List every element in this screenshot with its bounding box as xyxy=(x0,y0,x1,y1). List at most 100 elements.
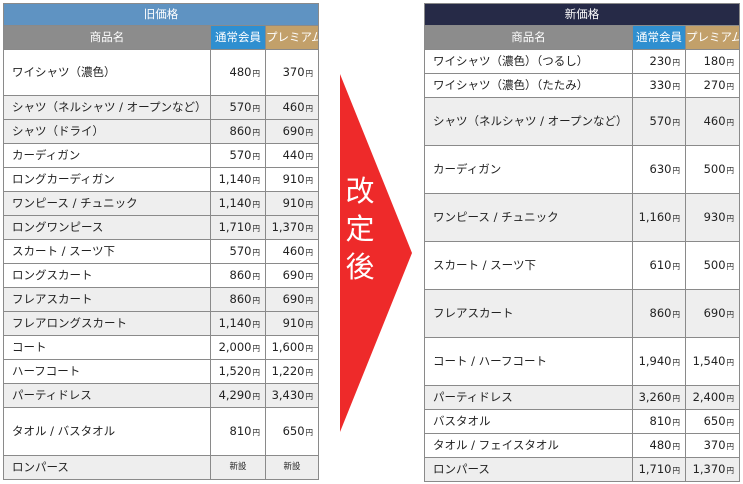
new-row: シャツ（ネルシャツ / オープンなど） 570円 460円 xyxy=(424,97,741,146)
new-row: パーティドレス 3,260円 2,400円 xyxy=(424,385,741,410)
new-item-name: フレアスカート xyxy=(424,289,633,338)
old-regular-price: 新設 xyxy=(210,455,266,480)
old-item-name: ハーフコート xyxy=(3,359,211,384)
arrow-label-char: 定 xyxy=(345,212,375,246)
old-premium-price: 910円 xyxy=(264,191,320,216)
new-row: コート / ハーフコート 1,940円 1,540円 xyxy=(424,337,741,386)
new-item-name: バスタオル xyxy=(424,409,633,434)
old-row: コート 2,000円 1,600円 xyxy=(3,335,320,360)
old-row: ロングワンピース 1,710円 1,370円 xyxy=(3,215,320,240)
old-row: シャツ（ネルシャツ / オープンなど） 570円 460円 xyxy=(3,95,320,120)
old-regular-price: 2,000円 xyxy=(210,335,266,360)
new-row: スカート / スーツ下 610円 500円 xyxy=(424,241,741,290)
new-premium-price: 1,540円 xyxy=(684,337,741,386)
old-title-row: 旧価格 xyxy=(2,3,320,26)
old-item-name: シャツ（ドライ） xyxy=(3,119,211,144)
old-row: フレアスカート 860円 690円 xyxy=(3,287,320,312)
new-regular-price: 1,160円 xyxy=(632,193,686,242)
new-item-name: ワイシャツ（濃色）（つるし） xyxy=(424,49,633,74)
old-item-name: シャツ（ネルシャツ / オープンなど） xyxy=(3,95,211,120)
new-premium-price: 650円 xyxy=(684,409,741,434)
new-item-name: コート / ハーフコート xyxy=(424,337,633,386)
old-regular-price: 810円 xyxy=(210,407,266,456)
old-premium-price: 370円 xyxy=(264,49,320,96)
old-row: タオル / バスタオル 810円 650円 xyxy=(3,407,320,456)
old-row: ワイシャツ（濃色） 480円 370円 xyxy=(3,49,320,96)
new-item-name: シャツ（ネルシャツ / オープンなど） xyxy=(424,97,633,146)
new-premium-price: 930円 xyxy=(684,193,741,242)
old-header-regular: 通常会員 xyxy=(210,25,266,50)
old-row: カーディガン 570円 440円 xyxy=(3,143,320,168)
old-regular-price: 1,710円 xyxy=(210,215,266,240)
old-premium-price: 690円 xyxy=(264,119,320,144)
new-item-name: パーティドレス xyxy=(424,385,633,410)
old-row: パーティドレス 4,290円 3,430円 xyxy=(3,383,320,408)
old-premium-price: 910円 xyxy=(264,311,320,336)
new-item-name: タオル / フェイスタオル xyxy=(424,433,633,458)
arrow-label-char: 改 xyxy=(345,174,375,208)
new-row: バスタオル 810円 650円 xyxy=(424,409,741,434)
old-regular-price: 860円 xyxy=(210,263,266,288)
new-regular-price: 3,260円 xyxy=(632,385,686,410)
new-premium-price: 500円 xyxy=(684,145,741,194)
new-regular-price: 330円 xyxy=(632,73,686,98)
arrow-label-char: 後 xyxy=(345,250,375,284)
old-premium-price: 1,600円 xyxy=(264,335,320,360)
new-row: カーディガン 630円 500円 xyxy=(424,145,741,194)
new-premium-price: 690円 xyxy=(684,289,741,338)
old-premium-price: 460円 xyxy=(264,95,320,120)
old-regular-price: 860円 xyxy=(210,119,266,144)
new-premium-price: 460円 xyxy=(684,97,741,146)
old-item-name: スカート / スーツ下 xyxy=(3,239,211,264)
old-row: スカート / スーツ下 570円 460円 xyxy=(3,239,320,264)
arrow-label: 改 定 後 xyxy=(343,172,377,286)
old-regular-price: 860円 xyxy=(210,287,266,312)
old-row: ロンパース 新設 新設 xyxy=(3,455,320,480)
new-item-name: カーディガン xyxy=(424,145,633,194)
new-item-name: ロンパース xyxy=(424,457,633,482)
old-premium-price: 新設 xyxy=(264,455,320,480)
old-item-name: タオル / バスタオル xyxy=(3,407,211,456)
new-regular-price: 1,940円 xyxy=(632,337,686,386)
arrow-right-icon xyxy=(340,74,412,432)
old-regular-price: 4,290円 xyxy=(210,383,266,408)
old-premium-price: 440円 xyxy=(264,143,320,168)
new-regular-price: 1,710円 xyxy=(632,457,686,482)
new-title-row: 新価格 xyxy=(423,3,741,26)
new-regular-price: 630円 xyxy=(632,145,686,194)
new-regular-price: 610円 xyxy=(632,241,686,290)
new-header-row: 商品名 通常会員 プレミアム xyxy=(424,25,741,50)
old-row: ハーフコート 1,520円 1,220円 xyxy=(3,359,320,384)
old-premium-price: 1,220円 xyxy=(264,359,320,384)
new-header-name: 商品名 xyxy=(424,25,633,50)
new-premium-price: 180円 xyxy=(684,49,741,74)
old-header-premium: プレミアム xyxy=(264,25,320,50)
new-item-name: スカート / スーツ下 xyxy=(424,241,633,290)
old-row: シャツ（ドライ） 860円 690円 xyxy=(3,119,320,144)
old-regular-price: 570円 xyxy=(210,143,266,168)
old-regular-price: 1,140円 xyxy=(210,191,266,216)
old-item-name: ワンピース / チュニック xyxy=(3,191,211,216)
old-item-name: パーティドレス xyxy=(3,383,211,408)
old-item-name: フレアスカート xyxy=(3,287,211,312)
new-price-table: 新価格 商品名 通常会員 プレミアム ワイシャツ（濃色）（つるし） 230円 1… xyxy=(423,3,741,482)
old-row: ロングカーディガン 1,140円 910円 xyxy=(3,167,320,192)
old-premium-price: 3,430円 xyxy=(264,383,320,408)
new-row: ロンパース 1,710円 1,370円 xyxy=(424,457,741,482)
old-item-name: ロングスカート xyxy=(3,263,211,288)
old-premium-price: 910円 xyxy=(264,167,320,192)
old-row: ワンピース / チュニック 1,140円 910円 xyxy=(3,191,320,216)
old-regular-price: 570円 xyxy=(210,239,266,264)
old-item-name: ロンパース xyxy=(3,455,211,480)
old-premium-price: 460円 xyxy=(264,239,320,264)
old-item-name: ワイシャツ（濃色） xyxy=(3,49,211,96)
old-row: フレアロングスカート 1,140円 910円 xyxy=(3,311,320,336)
old-header-name: 商品名 xyxy=(3,25,211,50)
new-premium-price: 2,400円 xyxy=(684,385,741,410)
old-regular-price: 1,140円 xyxy=(210,311,266,336)
new-regular-price: 480円 xyxy=(632,433,686,458)
new-premium-price: 270円 xyxy=(684,73,741,98)
new-header-regular: 通常会員 xyxy=(632,25,686,50)
new-premium-price: 370円 xyxy=(684,433,741,458)
old-item-name: フレアロングスカート xyxy=(3,311,211,336)
